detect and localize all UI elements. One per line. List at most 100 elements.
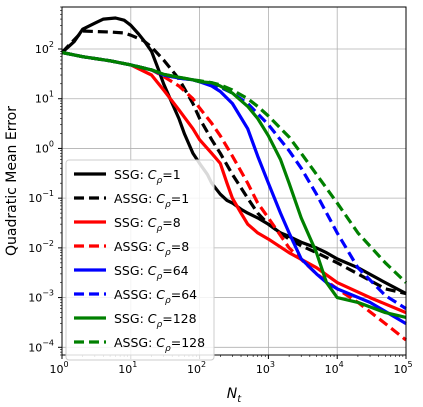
legend-method: SSG bbox=[114, 167, 140, 182]
y-tick-exp: −1 bbox=[42, 189, 54, 198]
series-line-ssg-cp128 bbox=[61, 50, 407, 319]
y-tick-base: 10 bbox=[28, 242, 42, 255]
x-tick-label: 102 bbox=[187, 360, 206, 376]
x-tick-label: 100 bbox=[49, 360, 68, 376]
x-axis-label-sub: t bbox=[237, 394, 242, 405]
y-axis-label: Quadratic Mean Error bbox=[4, 106, 20, 256]
legend-c: C bbox=[148, 311, 157, 326]
legend-eq: = bbox=[171, 287, 181, 302]
x-tick-base: 10 bbox=[325, 363, 339, 376]
plot-frame bbox=[61, 6, 407, 356]
legend-colon: : bbox=[140, 167, 148, 182]
x-tick-exp: 5 bbox=[407, 360, 412, 369]
x-tick-base: 10 bbox=[118, 363, 132, 376]
legend-cp-value: 128 bbox=[173, 311, 197, 326]
legend-colon: : bbox=[148, 335, 156, 350]
x-tick-base: 10 bbox=[393, 363, 407, 376]
x-tick-base: 10 bbox=[256, 363, 270, 376]
x-tick-exp: 1 bbox=[132, 360, 137, 369]
legend-entry: SSG: Cρ=128 bbox=[114, 311, 197, 330]
legend-entry: ASSG: Cρ=128 bbox=[114, 335, 205, 354]
y-tick-base: 10 bbox=[28, 292, 42, 305]
y-tick-label: 10−2 bbox=[28, 239, 54, 255]
legend-c: C bbox=[148, 215, 157, 230]
legend-colon: : bbox=[140, 215, 148, 230]
y-tick-base: 10 bbox=[35, 93, 49, 106]
legend-c: C bbox=[148, 167, 157, 182]
legend-rho: ρ bbox=[165, 200, 171, 210]
legend-method: ASSG bbox=[114, 335, 148, 350]
y-tick-exp: −2 bbox=[42, 239, 54, 248]
y-tick-exp: 0 bbox=[49, 139, 54, 148]
legend-colon: : bbox=[140, 263, 148, 278]
legend-colon: : bbox=[148, 287, 156, 302]
legend-eq: = bbox=[171, 239, 181, 254]
legend-rho: ρ bbox=[156, 320, 162, 330]
legend-eq: = bbox=[162, 311, 172, 326]
legend-eq: = bbox=[162, 263, 172, 278]
x-tick-label: 104 bbox=[325, 360, 344, 376]
x-axis-label-main: N bbox=[227, 386, 238, 402]
legend-method: ASSG bbox=[114, 287, 148, 302]
legend-cp-value: 64 bbox=[173, 263, 189, 278]
y-tick-base: 10 bbox=[35, 142, 49, 155]
y-tick-exp: 1 bbox=[49, 90, 54, 99]
x-tick-exp: 0 bbox=[63, 360, 68, 369]
legend-cp-value: 1 bbox=[173, 167, 181, 182]
legend-rho: ρ bbox=[165, 344, 171, 354]
legend-colon: : bbox=[148, 191, 156, 206]
x-tick-base: 10 bbox=[49, 363, 63, 376]
y-tick-label: 10−1 bbox=[28, 189, 54, 205]
legend-cp-value: 1 bbox=[181, 191, 189, 206]
legend-method: SSG bbox=[114, 215, 140, 230]
legend-c: C bbox=[148, 263, 157, 278]
series-line-assg-cp128 bbox=[61, 50, 408, 284]
y-tick-exp: −4 bbox=[42, 338, 54, 347]
y-tick-exp: −3 bbox=[42, 289, 54, 298]
legend-rho: ρ bbox=[156, 272, 162, 282]
legend-rho: ρ bbox=[156, 176, 162, 186]
y-tick-label: 101 bbox=[35, 90, 54, 106]
x-tick-base: 10 bbox=[187, 363, 201, 376]
legend-eq: = bbox=[162, 167, 172, 182]
x-tick-exp: 4 bbox=[339, 360, 344, 369]
y-tick-base: 10 bbox=[28, 341, 42, 354]
y-tick-label: 10−3 bbox=[28, 289, 54, 305]
legend-cp-value: 8 bbox=[181, 239, 189, 254]
legend-cp-value: 64 bbox=[181, 287, 197, 302]
y-tick-label: 100 bbox=[35, 139, 54, 155]
y-tick-exp: 2 bbox=[49, 40, 54, 49]
legend-c: C bbox=[156, 335, 165, 350]
legend-eq: = bbox=[171, 335, 181, 350]
y-tick-base: 10 bbox=[28, 192, 42, 205]
y-tick-label: 102 bbox=[35, 40, 54, 56]
legend-c: C bbox=[156, 287, 165, 302]
legend-colon: : bbox=[148, 239, 156, 254]
legend-rho: ρ bbox=[165, 248, 171, 258]
legend-box bbox=[65, 159, 215, 361]
tick-layer: 100 101 102 103 104 10510−410−310−210−1100101… bbox=[28, 6, 413, 376]
legend-method: ASSG bbox=[114, 239, 148, 254]
y-tick-base: 10 bbox=[35, 43, 49, 56]
x-tick-exp: 2 bbox=[201, 360, 206, 369]
legend-cp-value: 8 bbox=[173, 215, 181, 230]
x-axis-label: Nt bbox=[227, 386, 242, 405]
legend-entry: SSG: Cρ=64 bbox=[114, 263, 189, 282]
legend-rho: ρ bbox=[156, 224, 162, 234]
legend-method: SSG bbox=[114, 311, 140, 326]
legend-colon: : bbox=[140, 311, 148, 326]
legend-cp-value: 128 bbox=[181, 335, 205, 350]
legend-entry: ASSG: Cρ=64 bbox=[114, 287, 197, 306]
legend-entry: ASSG: Cρ=8 bbox=[114, 239, 189, 258]
legend-method: ASSG bbox=[114, 191, 148, 206]
legend-eq: = bbox=[171, 191, 181, 206]
x-tick-label: 101 bbox=[118, 360, 137, 376]
series-line-assg-cp1 bbox=[60, 29, 407, 296]
legend-entry: ASSG: Cρ=1 bbox=[114, 191, 189, 210]
legend-entry: SSG: Cρ=8 bbox=[114, 215, 181, 234]
legend-entry: SSG: Cρ=1 bbox=[114, 167, 181, 186]
legend-c: C bbox=[156, 239, 165, 254]
y-tick-label: 10−4 bbox=[28, 338, 54, 354]
